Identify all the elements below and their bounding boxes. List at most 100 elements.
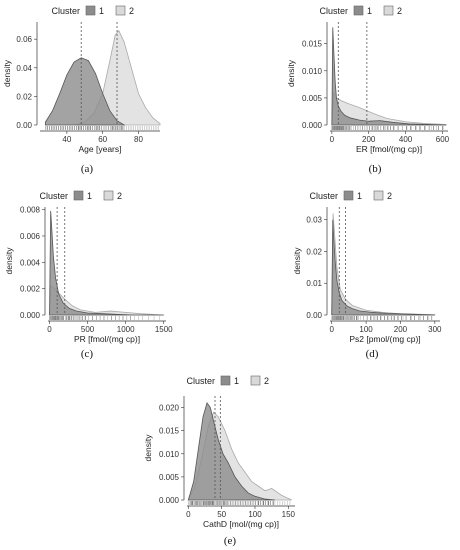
x-tick-label: 0 bbox=[186, 510, 191, 519]
legend: Cluster 1 2 bbox=[39, 190, 122, 201]
rug-marks bbox=[331, 316, 433, 320]
density-area-cluster-1 bbox=[187, 402, 276, 501]
legend-swatch-1 bbox=[85, 5, 96, 16]
legend-title: Cluster bbox=[51, 6, 80, 16]
y-tick-label: 0.04 bbox=[16, 64, 32, 73]
x-axis-label: CathD [mol/(mg cp)] bbox=[203, 519, 279, 529]
x-tick-label: 40 bbox=[62, 135, 71, 144]
legend-swatch-1 bbox=[220, 375, 231, 386]
y-tick-label: 0.000 bbox=[20, 311, 41, 320]
x-tick-label: 0 bbox=[330, 135, 335, 144]
y-tick-label: 0.00 bbox=[16, 121, 32, 130]
x-tick-label: 80 bbox=[134, 135, 143, 144]
legend-title: Cluster bbox=[39, 191, 68, 201]
panel-caption: (d) bbox=[366, 348, 379, 360]
legend-swatch-1 bbox=[343, 190, 354, 201]
x-tick-label: 300 bbox=[428, 325, 442, 334]
y-tick-label: 0.00 bbox=[306, 311, 322, 320]
y-tick-label: 0.015 bbox=[302, 40, 323, 49]
y-tick-label: 0.006 bbox=[20, 232, 41, 241]
density-area-cluster-2 bbox=[331, 213, 436, 316]
x-tick-label: 150 bbox=[282, 510, 296, 519]
y-tick-label: 0.000 bbox=[302, 121, 323, 130]
density-area-cluster-1 bbox=[49, 210, 164, 316]
chart-e: Cluster 1 2 0 50 100 150 0.000 0.005 0.010 0.015 0.… bbox=[143, 375, 296, 547]
legend-swatch-2 bbox=[383, 5, 394, 16]
rug-marks bbox=[331, 126, 444, 130]
y-tick-label: 0.03 bbox=[306, 216, 322, 225]
x-axis-label: Age [years] bbox=[79, 144, 122, 154]
y-tick-label: 0.02 bbox=[16, 92, 32, 101]
y-axis-label: density bbox=[4, 247, 14, 275]
rug-marks bbox=[188, 501, 291, 505]
legend: Cluster 1 2 bbox=[309, 190, 392, 201]
x-axis-label: PR [fmol/(mg cp)] bbox=[74, 334, 140, 344]
x-tick-label: 60 bbox=[98, 135, 107, 144]
legend-label-2: 2 bbox=[117, 191, 122, 201]
x-tick-label: 200 bbox=[394, 325, 408, 334]
legend-title: Cluster bbox=[186, 376, 215, 386]
legend-swatch-1 bbox=[73, 190, 84, 201]
x-tick-label: 200 bbox=[362, 135, 376, 144]
x-tick-label: 0 bbox=[47, 325, 52, 334]
rug-marks bbox=[45, 126, 159, 130]
y-tick-label: 0.02 bbox=[306, 247, 322, 256]
panel-caption: (c) bbox=[81, 348, 94, 360]
x-tick-label: 0 bbox=[329, 325, 334, 334]
x-tick-label: 1500 bbox=[155, 325, 173, 334]
x-tick-label: 600 bbox=[436, 135, 450, 144]
panel-caption: (e) bbox=[224, 535, 237, 547]
y-axis-label: density bbox=[286, 59, 296, 87]
panel-caption: (a) bbox=[81, 163, 94, 175]
x-axis-label: Ps2 [pmol/(mg cp)] bbox=[349, 334, 420, 344]
x-tick-label: 400 bbox=[399, 135, 413, 144]
rug-marks bbox=[49, 316, 160, 320]
legend-label-1: 1 bbox=[367, 6, 372, 16]
legend-label-2: 2 bbox=[129, 6, 134, 16]
legend-label-1: 1 bbox=[87, 191, 92, 201]
x-tick-label: 100 bbox=[248, 510, 262, 519]
legend-title: Cluster bbox=[309, 191, 338, 201]
y-tick-label: 0.06 bbox=[16, 35, 32, 44]
density-area-cluster-1 bbox=[331, 219, 435, 316]
y-axis-label: density bbox=[143, 434, 153, 462]
legend: Cluster 1 2 bbox=[319, 5, 402, 16]
x-tick-label: 1000 bbox=[117, 325, 135, 334]
legend-swatch-2 bbox=[250, 375, 261, 386]
y-tick-label: 0.015 bbox=[159, 427, 180, 436]
chart-a: Cluster 1 2 40 60 80 0.00 0.02 0.04 0.06 Age [year… bbox=[2, 5, 161, 175]
legend-swatch-2 bbox=[373, 190, 384, 201]
legend-swatch-2 bbox=[115, 5, 126, 16]
y-tick-label: 0.005 bbox=[159, 473, 180, 482]
y-axis-label: density bbox=[292, 247, 302, 275]
density-area-cluster-1 bbox=[44, 57, 126, 126]
legend: Cluster 1 2 bbox=[186, 375, 269, 386]
y-tick-label: 0.020 bbox=[159, 404, 180, 413]
x-tick-label: 50 bbox=[217, 510, 226, 519]
density-area-cluster-1 bbox=[331, 27, 447, 126]
chart-d: Cluster 1 2 0 100 200 300 0.00 0.01 0.02 0.03 Ps2 [… bbox=[292, 190, 442, 360]
chart-c: Cluster 1 2 0 500 1000 1500 0.000 0.002 0.004 0.00… bbox=[4, 190, 173, 360]
legend: Cluster 1 2 bbox=[51, 5, 134, 16]
legend-label-1: 1 bbox=[234, 376, 239, 386]
x-tick-label: 100 bbox=[359, 325, 373, 334]
legend-swatch-2 bbox=[103, 190, 114, 201]
panel-caption: (b) bbox=[369, 163, 382, 175]
y-tick-label: 0.002 bbox=[20, 285, 41, 294]
y-tick-label: 0.01 bbox=[306, 279, 322, 288]
legend-swatch-1 bbox=[353, 5, 364, 16]
legend-label-1: 1 bbox=[357, 191, 362, 201]
x-axis-label: ER [fmol/(mg cp)] bbox=[356, 144, 422, 154]
legend-label-1: 1 bbox=[99, 6, 104, 16]
legend-label-2: 2 bbox=[264, 376, 269, 386]
legend-title: Cluster bbox=[319, 6, 348, 16]
y-tick-label: 0.010 bbox=[302, 67, 323, 76]
chart-b: Cluster 1 2 0 200 400 600 0.000 0.005 0.010 0.015 E… bbox=[286, 5, 450, 175]
y-tick-label: 0.008 bbox=[20, 206, 41, 215]
y-tick-label: 0.005 bbox=[302, 94, 323, 103]
y-tick-label: 0.000 bbox=[159, 496, 180, 505]
legend-label-2: 2 bbox=[387, 191, 392, 201]
y-tick-label: 0.004 bbox=[20, 258, 41, 267]
y-axis-label: density bbox=[2, 59, 12, 87]
y-tick-label: 0.010 bbox=[159, 450, 180, 459]
